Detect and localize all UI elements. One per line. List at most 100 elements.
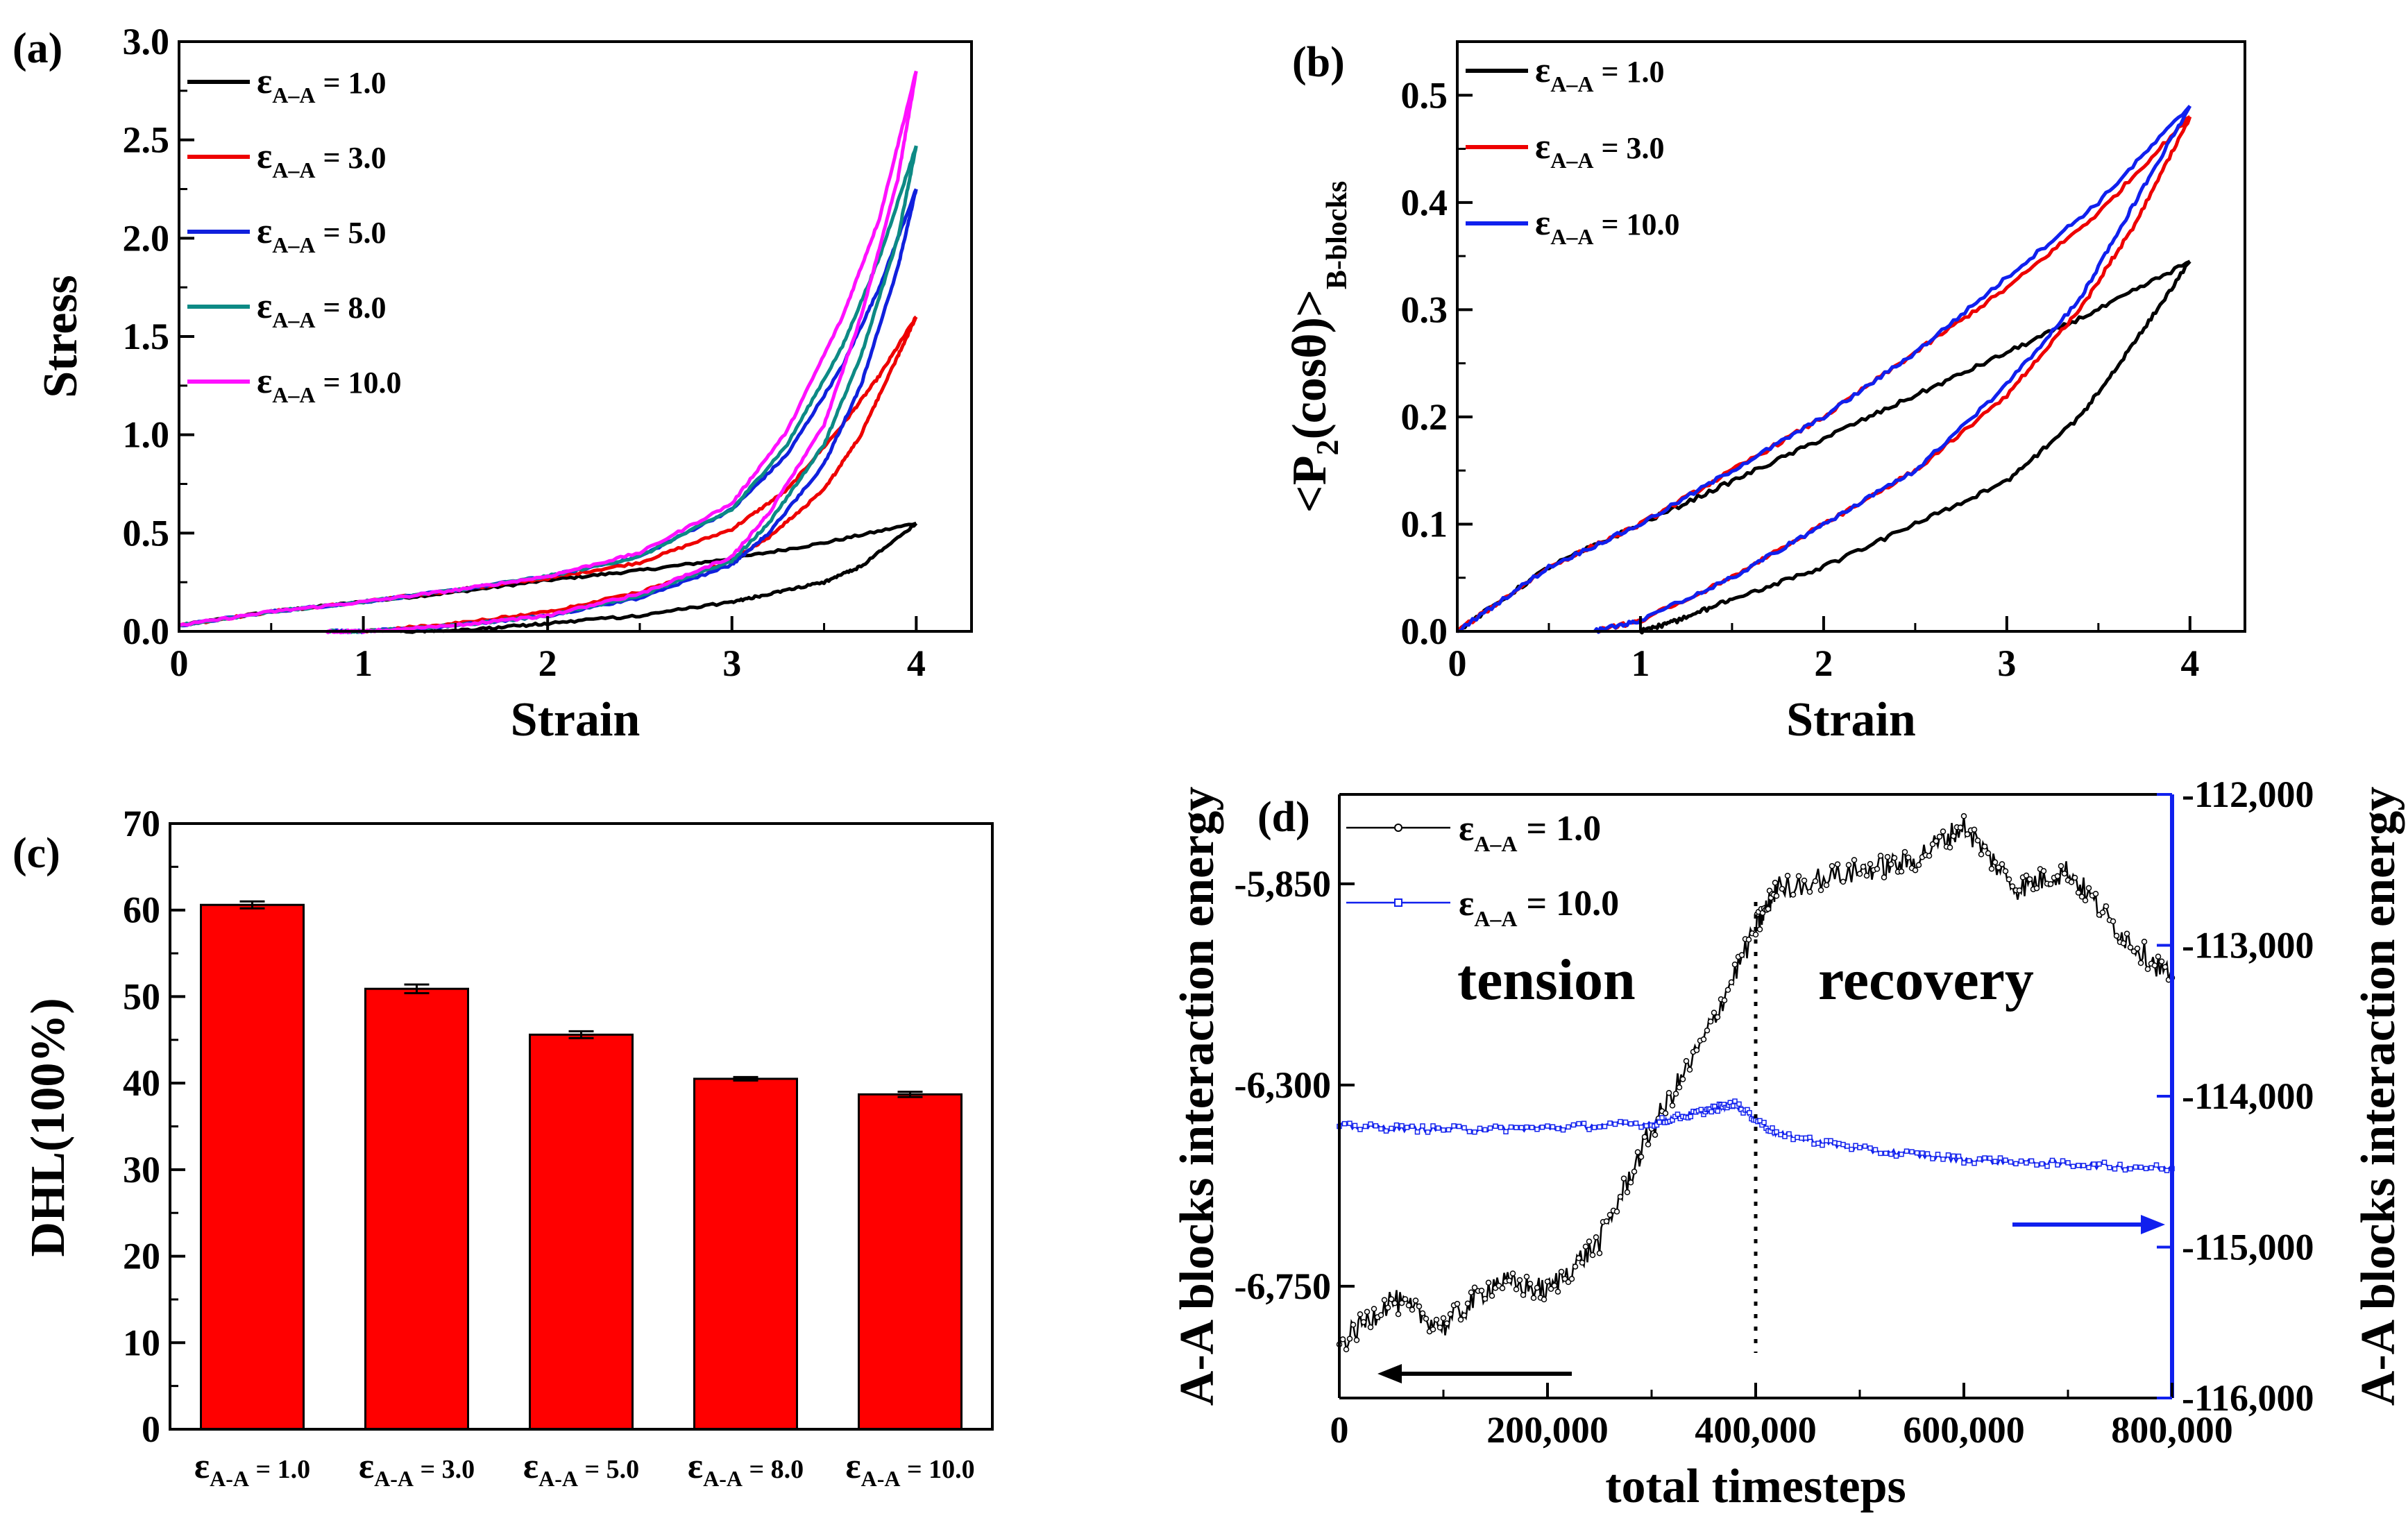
series-marker [1950, 833, 1957, 840]
y-right-tick-label: -112,000 [2182, 774, 2314, 815]
x-category-label: εA-A = 5.0 [523, 1447, 639, 1491]
series-marker [1555, 1125, 1561, 1132]
series-marker [1721, 997, 1728, 1003]
series-marker [2009, 883, 2016, 889]
series-marker [1867, 861, 1874, 867]
series-marker [1461, 1312, 1468, 1319]
series-marker [1790, 1136, 1796, 1143]
series-marker [2071, 874, 2078, 881]
series-line-load [178, 70, 918, 627]
series-marker [2101, 1159, 2108, 1166]
series-marker [1436, 1324, 1443, 1331]
series-marker [1976, 1156, 1983, 1162]
series-marker [2091, 1161, 2097, 1167]
x-tick-label: 200,000 [1486, 1409, 1609, 1451]
y-tick-label: 10 [123, 1322, 160, 1363]
series-marker [1862, 1143, 1868, 1149]
series-marker [1840, 878, 1847, 885]
series-marker [1489, 1293, 1495, 1299]
series-marker [1514, 1125, 1519, 1130]
y-tick-label: 2.5 [123, 119, 170, 161]
series-line-unload [1593, 116, 2192, 633]
series-marker [1513, 1286, 1520, 1293]
y-tick-label: 0.5 [123, 512, 170, 554]
x-axis-title: total timesteps [1605, 1460, 1906, 1513]
y-left-tick-label: -6,750 [1235, 1265, 1331, 1307]
series-marker [1405, 1302, 1412, 1309]
series-marker [2034, 1162, 2040, 1168]
series-marker [1715, 1108, 1721, 1114]
series-marker [2138, 1164, 2144, 1170]
series-marker [1591, 1125, 1597, 1130]
series-marker [1596, 1250, 1603, 1256]
series-marker [1560, 1127, 1566, 1133]
series-marker [2061, 870, 2068, 877]
series-marker [2013, 1161, 2019, 1167]
series-marker [1399, 1123, 1405, 1129]
series-marker [1352, 1123, 1358, 1129]
series-marker [1930, 1156, 1935, 1161]
series-marker [2028, 1158, 2035, 1164]
series-marker [2153, 1162, 2160, 1168]
series-marker [1857, 1145, 1863, 1150]
series-marker [1548, 1286, 1554, 1293]
series-marker [1966, 1158, 1972, 1164]
series-marker [2133, 1164, 2139, 1170]
left-axis-arrow-head [1377, 1364, 1402, 1383]
series-marker [1765, 905, 1772, 912]
series-marker [1346, 1336, 1353, 1342]
series-marker [1698, 1107, 1704, 1112]
y-tick-label: 0.2 [1401, 396, 1448, 438]
series-marker [2117, 1161, 2123, 1168]
series-marker [1972, 1160, 1977, 1166]
series-marker [1554, 1288, 1561, 1295]
y-right-tick-label: -113,000 [2182, 925, 2314, 966]
series-marker [1669, 1102, 1676, 1109]
series-marker [1607, 1120, 1613, 1126]
y-axis-title: <P2(cosθ)>B-blocks [1283, 181, 1353, 513]
series-marker [1940, 828, 1947, 835]
y-axis-title: DHL(100%) [22, 998, 75, 1256]
series-marker [1371, 1306, 1377, 1312]
series-marker [1377, 1312, 1384, 1318]
series-marker [1915, 862, 1922, 868]
legend-label: εA–A = 3.0 [1535, 127, 1665, 173]
series-marker [1999, 861, 2006, 867]
y-tick-label: 0.5 [1401, 74, 1448, 116]
series-marker [1924, 1151, 1931, 1157]
series-marker [2158, 958, 2165, 964]
series-marker [1891, 855, 1898, 861]
series-marker [2128, 1166, 2133, 1172]
series-marker [1860, 864, 1867, 870]
y-tick-label: 0.3 [1401, 289, 1448, 330]
x-tick-label: 3 [1997, 642, 2016, 684]
series-marker [1933, 837, 1940, 844]
series-marker [1898, 868, 1905, 875]
series-marker [2060, 1158, 2066, 1164]
series-marker [1466, 1129, 1473, 1134]
series-marker [1756, 926, 1763, 932]
panel-label: (b) [1292, 39, 1345, 86]
x-tick-label: 4 [907, 642, 926, 684]
series-marker [1815, 1141, 1821, 1146]
series-line-load [1456, 115, 2191, 633]
y-tick-label: 0.1 [1401, 503, 1448, 545]
series-marker [1863, 872, 1870, 879]
x-tick-label: 2 [1814, 642, 1833, 684]
series-marker [1582, 1243, 1589, 1250]
series-marker [1579, 1259, 1586, 1266]
series-marker [1901, 849, 1908, 855]
series-marker [1516, 1277, 1523, 1284]
series-marker [2078, 894, 2085, 900]
series-marker [1905, 854, 1912, 861]
series-marker [1786, 1131, 1792, 1137]
series-marker [1641, 1134, 1648, 1140]
y-left-axis-title: A-A blocks interaction energy [1171, 787, 1224, 1406]
series-marker [1784, 872, 1791, 879]
series-marker [2148, 1165, 2154, 1170]
series-marker [1603, 1218, 1610, 1225]
legend-label: εA–A = 8.0 [257, 287, 387, 332]
series-marker [1724, 987, 1731, 994]
series-line-unload [325, 71, 918, 635]
series-marker [1811, 1141, 1817, 1147]
